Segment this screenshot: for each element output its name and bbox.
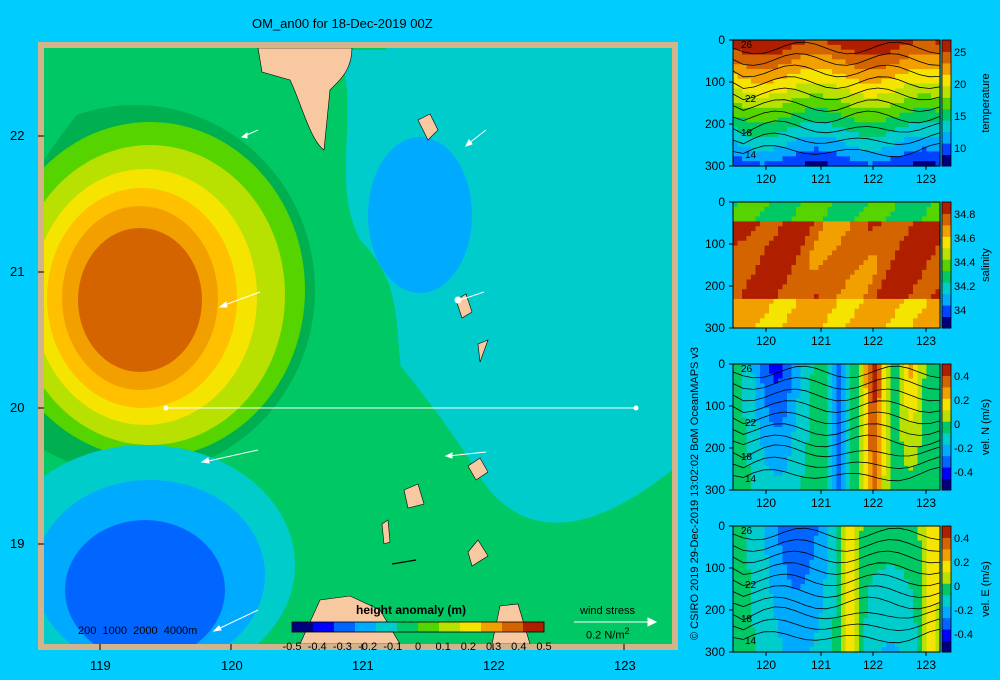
wind-key-value: 0.2 N/m2 [586,626,630,642]
colorbar-swatch [355,622,377,632]
colorbar-swatch [313,622,335,632]
colorbar-tick: 0.1 [436,641,451,653]
depth-legend-1000: 1000 [102,625,127,637]
colorbar-tick: 0.4 [511,641,526,653]
map-colorbar: -0.5 -0.4 -0.3 -0.2 -0.1 0 0.1 0.2 0.3 0.4 0.5 [283,621,552,653]
colorbar-tick: -0.3 [333,641,352,653]
depth-legend-4000: 4000m [163,625,198,637]
colorbar-tick: -0.4 [308,641,327,653]
colorbar-swatch [397,622,419,632]
depth-legend-2000: 2000 [133,625,158,637]
lat-tick-22: 22 [10,128,25,143]
depth-legend: 200 1000 2000 4000m [78,625,197,637]
colorbar-swatch [334,622,356,632]
colorbar-swatch [439,622,461,632]
colorbar-swatch [460,622,482,632]
colorbar-tick: -0.5 [283,641,302,653]
lon-tick-121: 121 [352,658,374,673]
lat-tick-19: 19 [10,536,25,551]
colorbar-label: height anomaly (m) [356,603,467,617]
map-title: OM_an00 for 18-Dec-2019 00Z [252,16,433,31]
colorbar-swatch [523,622,545,632]
colorbar-swatch [481,622,503,632]
colorbar-swatch [292,622,314,632]
lon-tick-120: 120 [221,658,243,673]
wind-key-value-text: 0.2 N/m [586,629,625,642]
colorbar-tick: 0.5 [536,641,551,653]
colorbar-tick: -0.2 [358,641,377,653]
colorbar-swatch [418,622,440,632]
colorbar-swatch [502,622,524,632]
lon-tick-123: 123 [614,658,636,673]
colorbar-tick: 0.3 [486,641,501,653]
colorbar-tick: 0.2 [461,641,476,653]
lat-tick-21: 21 [10,264,25,279]
lat-tick-20: 20 [10,400,25,415]
map-axes [38,135,625,650]
wind-key-label: wind stress [580,605,636,617]
lon-tick-122: 122 [483,658,505,673]
height-anomaly-field [44,48,672,644]
colorbar-swatch [376,622,398,632]
credit-text: © CSIRO 2019 29-Dec-2019 13:02:02 BoM Oc… [689,346,701,640]
taiwan-coast [257,48,353,151]
colorbar-tick: 0 [415,641,421,653]
wind-stress-arrows [163,129,658,632]
depth-legend-200: 200 [78,625,97,637]
colorbar-tick: -0.1 [383,641,402,653]
wind-key-exponent: 2 [624,626,630,636]
lon-tick-119: 119 [90,658,111,673]
